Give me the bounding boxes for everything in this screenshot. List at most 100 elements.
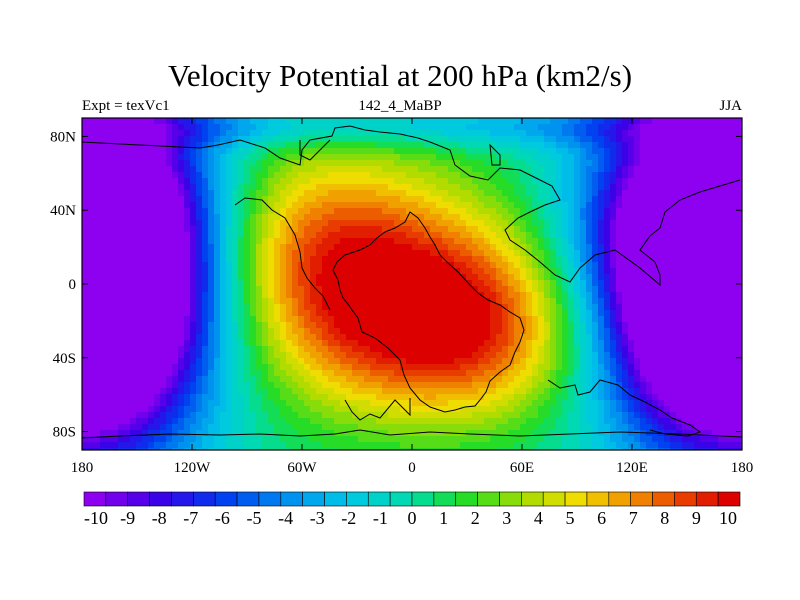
field-cell xyxy=(370,226,377,233)
field-cell xyxy=(106,190,113,197)
field-cell xyxy=(304,352,311,359)
field-cell xyxy=(730,292,737,299)
field-cell xyxy=(448,154,455,161)
field-cell xyxy=(118,388,125,395)
field-cell xyxy=(406,280,413,287)
field-cell xyxy=(226,304,233,311)
field-cell xyxy=(244,364,251,371)
field-cell xyxy=(568,328,575,335)
field-cell xyxy=(562,160,569,167)
field-cell xyxy=(310,376,317,383)
field-cell xyxy=(400,202,407,209)
field-cell xyxy=(382,220,389,227)
field-cell xyxy=(520,178,527,185)
field-cell xyxy=(94,130,101,137)
field-cell xyxy=(316,256,323,263)
field-cell xyxy=(640,202,647,209)
field-cell xyxy=(484,292,491,299)
field-cell xyxy=(442,136,449,143)
field-cell xyxy=(334,268,341,275)
field-cell xyxy=(124,166,131,173)
field-cell xyxy=(124,256,131,263)
field-cell xyxy=(304,220,311,227)
field-cell xyxy=(502,166,509,173)
field-cell xyxy=(190,130,197,137)
field-cell xyxy=(640,214,647,221)
field-cell xyxy=(502,118,509,125)
field-cell xyxy=(160,286,167,293)
field-cell xyxy=(514,280,521,287)
field-cell xyxy=(514,262,521,269)
field-cell xyxy=(496,298,503,305)
field-cell xyxy=(280,172,287,179)
field-cell xyxy=(664,316,671,323)
field-cell xyxy=(424,298,431,305)
field-cell xyxy=(304,178,311,185)
field-cell xyxy=(574,214,581,221)
field-cell xyxy=(154,256,161,263)
field-cell xyxy=(694,340,701,347)
field-cell xyxy=(688,358,695,365)
field-cell xyxy=(232,328,239,335)
field-cell xyxy=(352,184,359,191)
field-cell xyxy=(94,292,101,299)
field-cell xyxy=(400,130,407,137)
field-cell xyxy=(136,382,143,389)
field-cell xyxy=(634,292,641,299)
field-cell xyxy=(520,244,527,251)
field-cell xyxy=(346,166,353,173)
field-cell xyxy=(682,340,689,347)
field-cell xyxy=(562,358,569,365)
field-cell xyxy=(136,286,143,293)
field-cell xyxy=(472,250,479,257)
field-cell xyxy=(490,154,497,161)
field-cell xyxy=(514,310,521,317)
field-cell xyxy=(592,214,599,221)
field-cell xyxy=(310,358,317,365)
field-cell xyxy=(724,382,731,389)
field-cell xyxy=(646,214,653,221)
field-cell xyxy=(436,172,443,179)
field-cell xyxy=(544,358,551,365)
field-cell xyxy=(184,214,191,221)
field-cell xyxy=(184,292,191,299)
field-cell xyxy=(478,214,485,221)
field-cell xyxy=(322,328,329,335)
field-cell xyxy=(490,322,497,329)
field-cell xyxy=(94,154,101,161)
field-cell xyxy=(472,268,479,275)
field-cell xyxy=(550,136,557,143)
field-cell xyxy=(220,154,227,161)
field-cell xyxy=(190,208,197,215)
field-cell xyxy=(580,202,587,209)
field-cell xyxy=(730,310,737,317)
field-cell xyxy=(430,322,437,329)
field-cell xyxy=(364,280,371,287)
field-cell xyxy=(274,334,281,341)
field-cell xyxy=(304,226,311,233)
field-cell xyxy=(592,334,599,341)
field-cell xyxy=(364,220,371,227)
field-cell xyxy=(94,334,101,341)
field-cell xyxy=(214,352,221,359)
field-cell xyxy=(436,262,443,269)
field-cell xyxy=(628,142,635,149)
field-cell xyxy=(190,256,197,263)
field-cell xyxy=(376,214,383,221)
field-cell xyxy=(502,352,509,359)
field-cell xyxy=(706,304,713,311)
field-cell xyxy=(268,166,275,173)
field-cell xyxy=(316,118,323,125)
field-cell xyxy=(496,382,503,389)
field-cell xyxy=(220,124,227,131)
field-cell xyxy=(472,142,479,149)
field-cell xyxy=(538,358,545,365)
field-cell xyxy=(172,232,179,239)
field-cell xyxy=(286,196,293,203)
field-cell xyxy=(574,322,581,329)
field-cell xyxy=(574,382,581,389)
field-cell xyxy=(418,280,425,287)
field-cell xyxy=(274,142,281,149)
field-cell xyxy=(100,268,107,275)
field-cell xyxy=(700,292,707,299)
